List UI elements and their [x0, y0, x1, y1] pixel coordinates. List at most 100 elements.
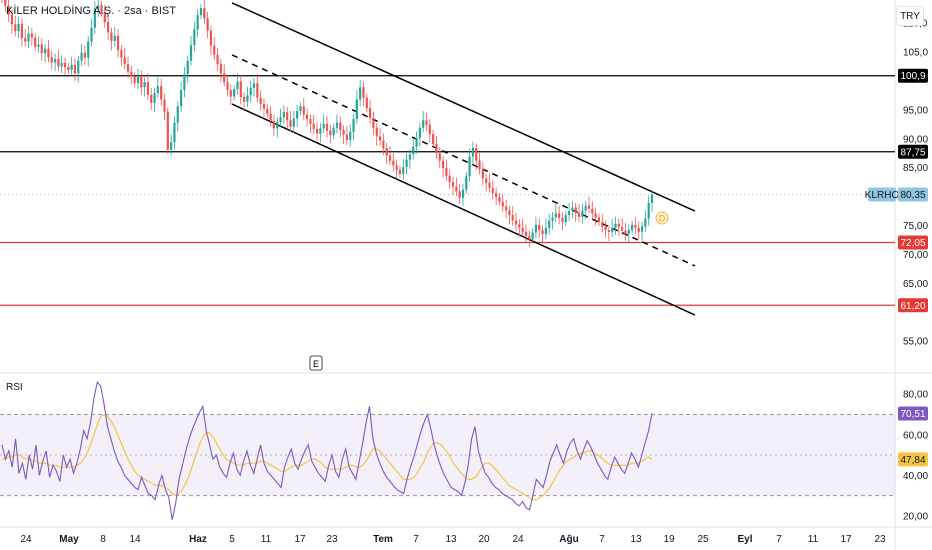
time-tick-10: 7: [413, 534, 419, 545]
price-tick-5: 75,00: [903, 221, 928, 232]
candle-body-102: [339, 122, 342, 131]
candle-body-139: [461, 189, 465, 198]
candle-body-78: [259, 97, 262, 105]
time-tick-0: 24: [20, 534, 32, 545]
candle-body-48: [160, 86, 163, 100]
candle-body-16: [53, 58, 57, 63]
candle-body-149: [495, 193, 498, 198]
candle-body-173: [574, 207, 577, 213]
candle-body-20: [67, 67, 70, 70]
candle-body-11: [37, 44, 40, 47]
candle-body-85: [282, 112, 285, 118]
candle-body-69: [229, 90, 232, 97]
candle-body-130: [432, 134, 435, 144]
regression-channel[interactable]: [231, 2, 696, 316]
candle-body-12: [40, 44, 43, 54]
candle-body-24: [80, 52, 83, 61]
candle-body-180: [597, 217, 601, 222]
candle-body-117: [388, 155, 392, 161]
time-tick-17: 19: [663, 534, 675, 545]
candle-body-73: [242, 97, 246, 102]
candle-body-36: [120, 50, 123, 58]
candle-body-193: [640, 226, 644, 232]
horizontal-levels[interactable]: [0, 75, 895, 306]
candle-body-185: [614, 223, 617, 228]
currency-button[interactable]: TRY: [896, 6, 924, 26]
candle-body-94: [312, 123, 315, 129]
candle-body-83: [276, 121, 279, 129]
candle-body-45: [150, 94, 153, 103]
time-tick-23: 23: [874, 534, 886, 545]
candle-body-111: [369, 108, 372, 118]
candle-body-21: [70, 64, 73, 70]
candle-body-170: [564, 215, 567, 222]
candle-body-39: [130, 71, 133, 77]
candle-body-86: [286, 112, 289, 121]
time-tick-19: Eyl: [737, 534, 752, 545]
symbol-title[interactable]: KİLER HOLDİNG A.Ş. · 2sa · BIST: [6, 5, 176, 17]
rsi-tick-1: 60,00: [903, 430, 928, 441]
candle-body-54: [179, 90, 183, 107]
candle-body-49: [163, 99, 166, 112]
rsi-title[interactable]: RSI: [6, 382, 23, 393]
candle-body-66: [219, 64, 222, 74]
candle-body-174: [577, 212, 581, 217]
candle-body-119: [395, 165, 398, 170]
candle-body-77: [256, 83, 259, 98]
candle-body-90: [299, 106, 302, 111]
level-tag-label-0: 100,9: [900, 71, 925, 82]
price-axis[interactable]: 110,0105,095,0090,0085,0075,0070,0065,00…: [903, 19, 928, 523]
level-tag-label-2: 72,05: [900, 238, 925, 249]
candle-body-30: [100, 5, 103, 13]
candle-body-25: [83, 52, 87, 58]
level-tag-label-3: 61,20: [900, 301, 925, 312]
price-tick-2: 95,00: [903, 105, 928, 116]
candle-body-186: [617, 223, 620, 228]
candle-body-147: [488, 182, 491, 188]
candle-body-116: [385, 148, 388, 156]
rsi-ma-tag: 47,84: [900, 455, 925, 466]
candle-body-19: [63, 63, 67, 68]
candle-body-101: [335, 122, 339, 128]
time-tick-14: Ağu: [559, 534, 578, 545]
dividend-marker-circle: [655, 211, 669, 225]
candle-body-153: [508, 210, 511, 216]
last-price-symbol-bg: [868, 187, 896, 202]
candle-body-9: [30, 33, 33, 38]
rsi-ma-line: [2, 413, 653, 501]
candle-body-177: [587, 205, 591, 209]
candle-body-169: [561, 217, 564, 222]
candle-body-114: [378, 136, 382, 141]
candle-body-35: [116, 35, 120, 51]
candle-body-107: [355, 99, 358, 120]
candle-body-156: [518, 224, 521, 228]
candle-body-38: [126, 64, 130, 72]
event-marker-box: [309, 355, 323, 371]
candle-body-32: [107, 21, 110, 33]
candle-body-27: [90, 27, 93, 42]
candle-body-135: [448, 175, 451, 183]
candle-body-131: [435, 143, 438, 154]
candle-body-65: [216, 54, 219, 65]
candle-body-58: [193, 29, 196, 46]
candle-body-175: [581, 210, 584, 217]
candle-body-22: [73, 64, 77, 74]
candle-body-47: [156, 86, 159, 94]
candle-body-96: [319, 128, 322, 134]
candle-body-7: [24, 38, 27, 42]
candle-body-40: [133, 76, 136, 84]
candle-body-192: [637, 227, 640, 232]
candle-body-115: [382, 140, 385, 148]
time-tick-13: 24: [512, 534, 524, 545]
candle-body-100: [332, 127, 335, 136]
candle-body-122: [405, 159, 408, 168]
candle-body-164: [544, 227, 547, 235]
candle-body-150: [498, 197, 501, 202]
candle-body-33: [110, 32, 113, 42]
time-axis[interactable]: 24 May 8 14 Haz 5 11 17 23 Tem 7 13 20 24 Ağu 7 13 19 25 Ey…: [20, 534, 886, 545]
candle-body-196: [650, 194, 654, 203]
candle-body-71: [236, 81, 239, 90]
candle-body-146: [485, 178, 488, 183]
candle-body-105: [349, 131, 352, 140]
